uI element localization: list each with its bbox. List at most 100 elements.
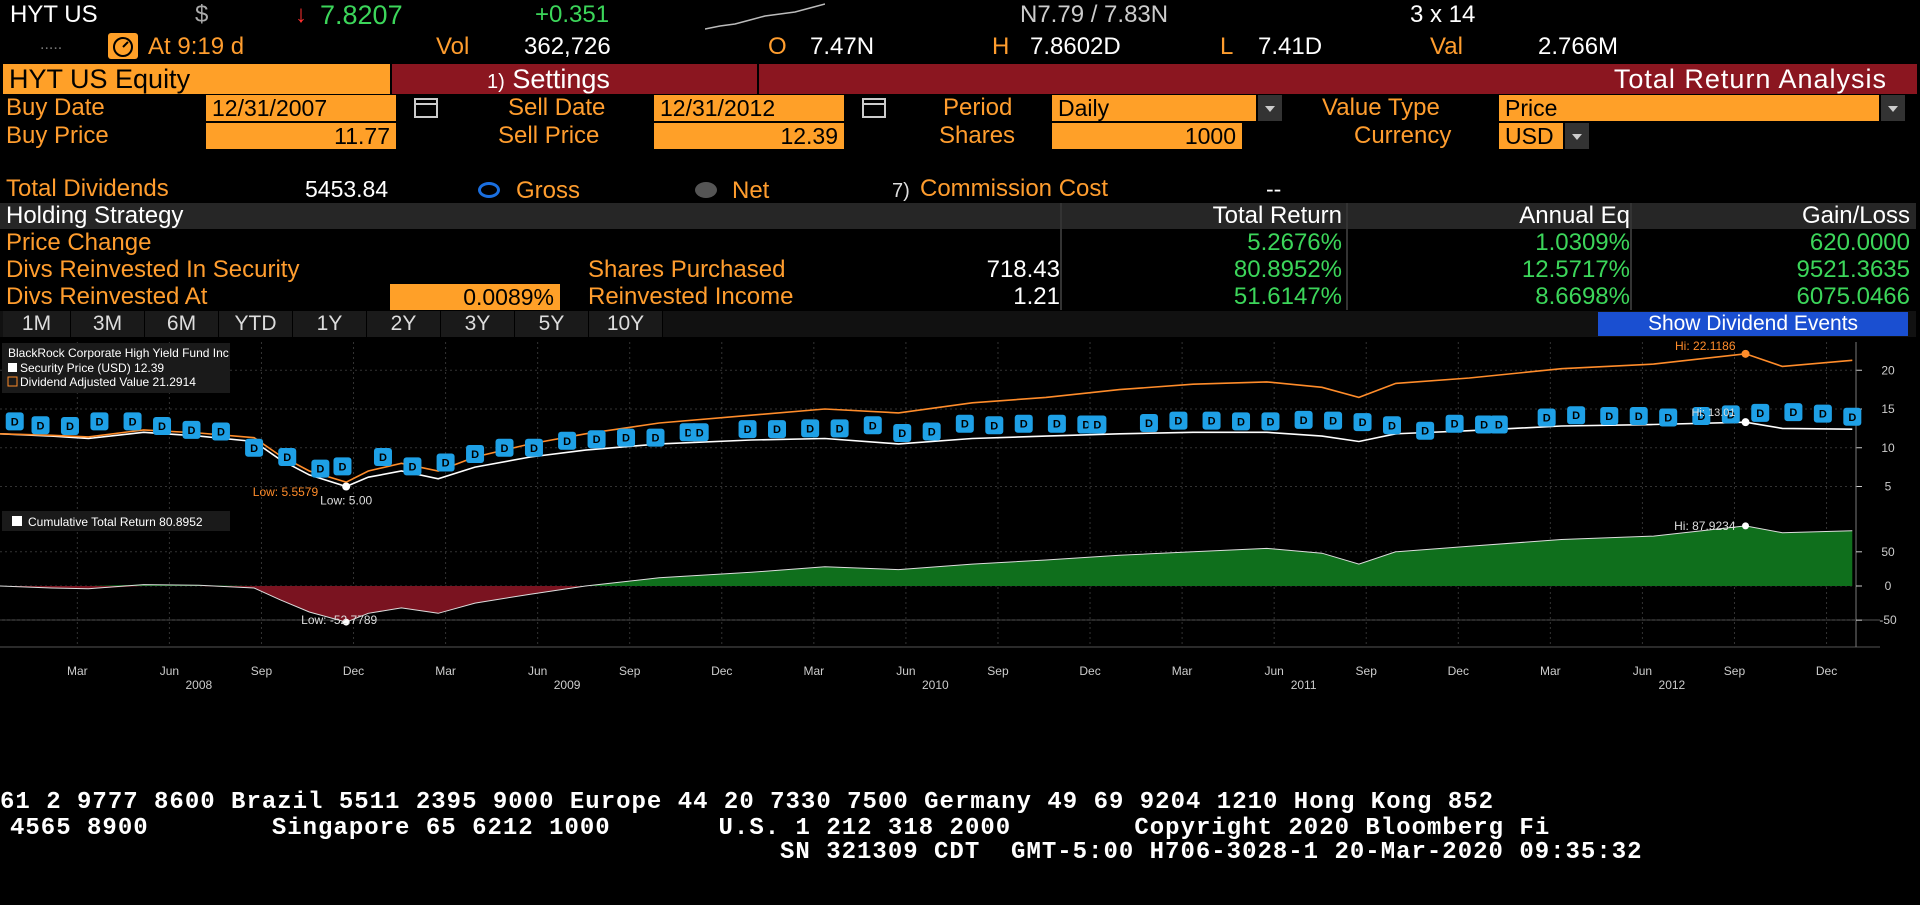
low-annotation: Low: 5.00 [320,494,372,508]
table-cell-annual: 12.5717% [1521,256,1630,283]
x-year-label: 2010 [922,678,949,692]
buy-date-input[interactable]: 12/31/2007 [206,95,396,121]
shares-input[interactable]: 1000 [1052,123,1242,149]
dividend-marker-label: D [129,416,137,428]
tab-5y[interactable]: 5Y [515,311,589,337]
x-tick-label: Sep [1724,664,1746,678]
table-cell-gain: 9521.3635 [1796,256,1910,283]
low-label: L [1220,33,1234,60]
currency-select[interactable]: USD [1499,123,1563,149]
calendar-icon[interactable] [414,98,438,118]
commission-cost-button[interactable]: Commission Cost [920,175,1109,202]
dividend-marker-label: D [1635,411,1643,423]
settings-label: Settings [512,64,610,94]
legend-entry: Security Price (USD) 12.39 [20,361,164,375]
tab-3y[interactable]: 3Y [441,311,515,337]
dividend-marker [768,420,787,439]
column-divider [1630,203,1632,310]
dividend-marker [123,412,142,431]
tab-1m[interactable]: 1M [3,311,71,337]
radio-net[interactable] [695,182,717,198]
dividend-marker [830,419,849,438]
dividend-marker [1843,407,1862,426]
dividend-marker [587,430,606,449]
dividend-marker [738,420,757,439]
speedometer-icon[interactable] [108,33,138,59]
dividend-marker [1489,415,1508,434]
dividend-marker [922,422,941,441]
dividend-marker-label: D [1697,411,1705,423]
dividend-marker [985,416,1004,435]
dividend-marker-label: D [217,426,225,438]
x-year-label: 2009 [554,678,581,692]
x-tick-label: Dec [1079,664,1100,678]
dividend-marker [5,412,24,431]
sell-date-input[interactable]: 12/31/2012 [654,95,844,121]
sparkline [705,3,825,30]
dividend-marker-label: D [1082,420,1090,432]
table-row-label: Divs Reinvested At [6,283,208,310]
dividend-marker-label: D [685,427,693,439]
legend-swatch [7,376,18,387]
tab-ytd[interactable]: YTD [219,311,293,337]
x-tick-label: Jun [160,664,179,678]
dividend-marker [373,448,392,467]
x-tick-label: Jun [1264,664,1283,678]
high-marker [1741,349,1750,358]
radio-gross[interactable] [478,182,500,198]
dividend-marker [1014,414,1033,433]
chevron-down-icon[interactable] [1881,95,1905,121]
x-year-label: 2008 [186,678,213,692]
dividend-marker-label: D [696,427,704,439]
dividend-marker [955,414,974,433]
tab-3m[interactable]: 3M [71,311,145,337]
tab-1y[interactable]: 1Y [293,311,367,337]
tab-10y[interactable]: 10Y [589,311,663,337]
dividend-marker-label: D [1329,416,1337,428]
buy-price-label: Buy Price [6,122,109,149]
dividend-marker [1537,408,1556,427]
dividend-marker [1445,414,1464,433]
settings-button[interactable]: 1) Settings [392,64,757,94]
x-tick-label: Mar [67,664,88,678]
period-select[interactable]: Daily [1052,95,1256,121]
dividend-marker [436,453,455,472]
sell-price-input[interactable]: 12.39 [654,123,844,149]
dividend-marker-label: D [1174,416,1182,428]
security-name[interactable]: HYT US Equity [3,64,390,94]
table-cell-gain: 620.0000 [1809,229,1910,256]
high-label: H [992,33,1010,60]
tab-2y[interactable]: 2Y [367,311,441,337]
shares-purchased-value: 718.43 [986,256,1060,283]
dividend-marker-label: D [442,457,450,469]
col-header-total-return: Total Return [1212,202,1342,229]
x-year-label: 2012 [1659,678,1686,692]
x-tick-label: Jun [896,664,915,678]
dividend-marker [1202,411,1221,430]
dividend-marker [1324,411,1343,430]
high-annotation: Hi: 13.01 [1691,407,1735,419]
dividend-marker [211,422,230,441]
dividend-marker-label: D [898,428,906,440]
dividend-marker [245,438,264,457]
table-row-label: Price Change [6,229,152,256]
dividend-marker-label: D [11,416,19,428]
column-divider [1346,203,1348,310]
x-tick-label: Dec [1448,664,1469,678]
total-return-chart[interactable]: 20 15 10 5 50 0 -50 D D D D D D D D D D D D D D D D D D D D D D D D D D… [0,337,1920,767]
calendar-icon[interactable] [862,98,886,118]
dividend-marker-label: D [1451,419,1459,431]
reinvest-rate-input[interactable]: 0.0089% [390,284,560,310]
buy-price-input[interactable]: 11.77 [206,123,396,149]
show-dividend-events-button[interactable]: Show Dividend Events [1598,312,1908,336]
dividend-marker-label: D [1300,415,1308,427]
chevron-down-icon[interactable] [1258,95,1282,121]
dividend-marker-label: D [928,426,936,438]
dividend-marker-label: D [652,433,660,445]
dividend-marker-label: D [95,416,103,428]
high-annotation: Hi: 22.1186 [1675,339,1736,353]
low-annotation: Low: -52.7789 [301,613,377,627]
tab-6m[interactable]: 6M [145,311,219,337]
chevron-down-icon[interactable] [1565,123,1589,149]
value-type-select[interactable]: Price [1499,95,1879,121]
